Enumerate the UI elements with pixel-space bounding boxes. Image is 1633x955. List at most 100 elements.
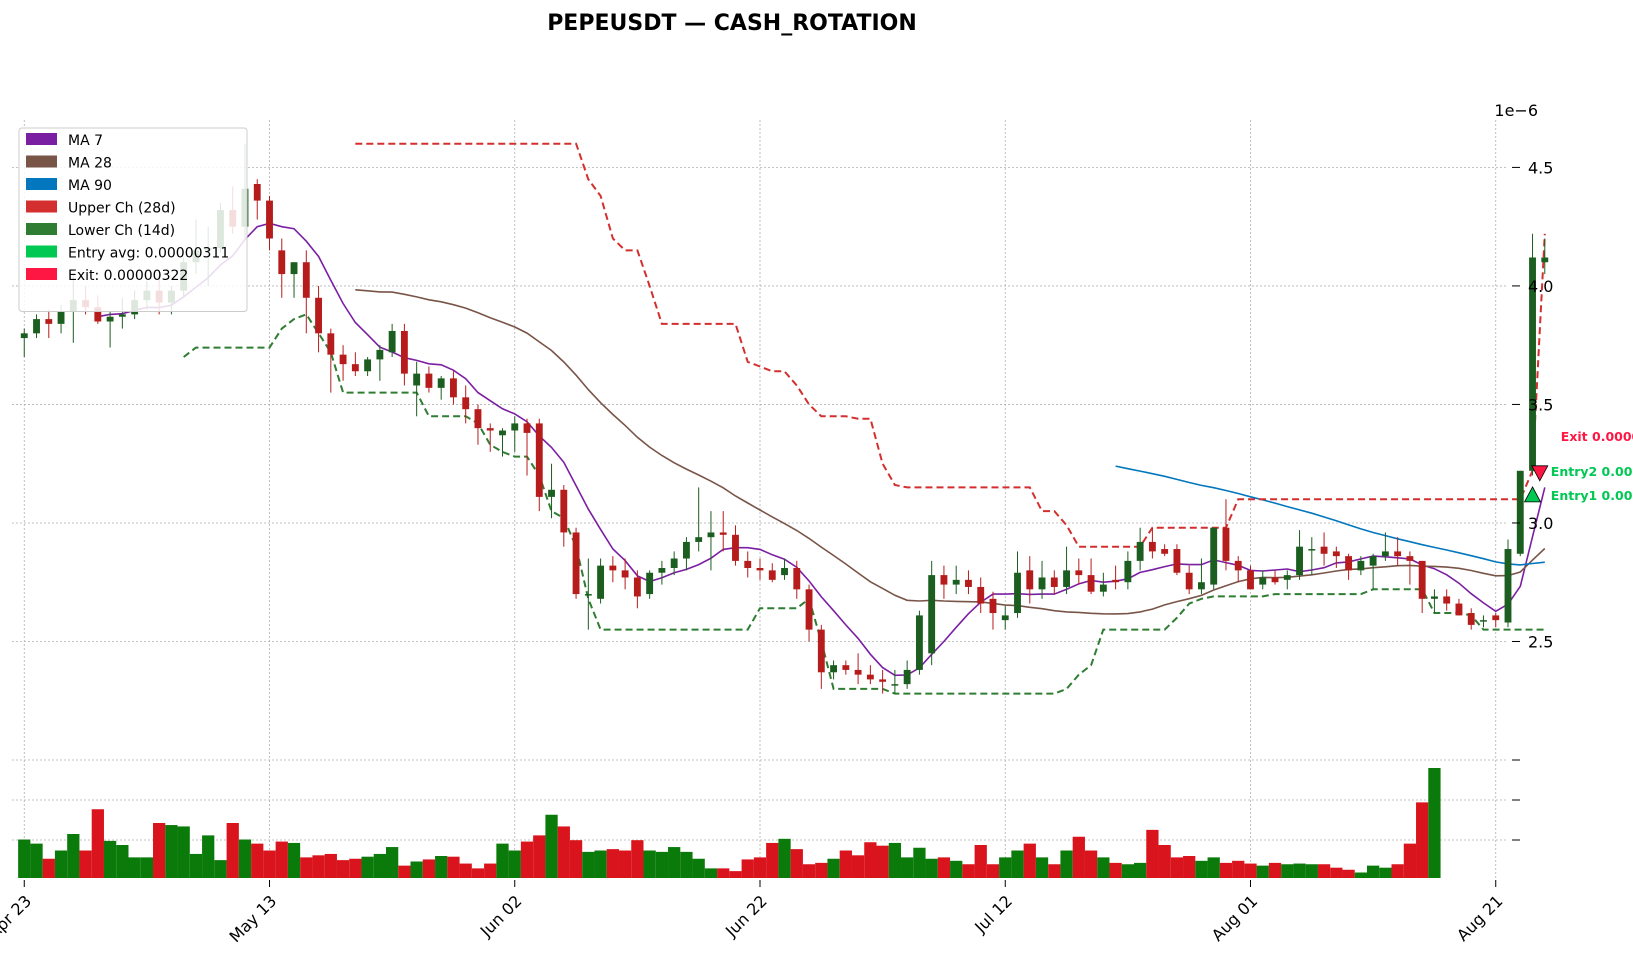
candle-body	[646, 572, 654, 595]
candle	[376, 345, 384, 381]
volume-bar	[569, 840, 583, 878]
candle	[450, 371, 457, 405]
volume-bar	[373, 853, 386, 878]
volume-bars	[18, 768, 1441, 878]
candle	[633, 570, 641, 609]
volume-bar	[79, 850, 92, 878]
volume-bar	[618, 850, 632, 878]
candle	[682, 537, 690, 571]
candle	[1516, 470, 1524, 557]
volume-bar	[1097, 857, 1110, 878]
candle	[732, 525, 739, 566]
candle-body	[364, 359, 372, 372]
candle-body	[658, 568, 666, 573]
volume-bar	[189, 853, 203, 878]
candle	[1222, 499, 1230, 571]
candle-body	[315, 297, 322, 334]
candle-body	[20, 333, 28, 339]
candle-body	[866, 674, 874, 680]
volume-bar	[1428, 768, 1441, 878]
candle	[1259, 570, 1267, 590]
y-tick-label: 4.0	[1528, 277, 1553, 296]
volume-bar	[717, 868, 730, 878]
candle-body	[1050, 577, 1058, 587]
candle-body	[707, 532, 715, 538]
x-tick-label: Jun 02	[476, 891, 526, 941]
legend-box	[18, 127, 248, 312]
volume-bar	[999, 857, 1012, 878]
volume-bar	[287, 842, 301, 878]
candle	[1320, 532, 1328, 566]
candle	[106, 312, 114, 348]
volume-bar	[766, 842, 779, 878]
candle-body	[302, 262, 310, 298]
candle	[364, 357, 372, 376]
candle-body	[682, 541, 690, 559]
candle	[278, 238, 286, 298]
volume-bar	[1121, 864, 1134, 878]
candle-body	[1161, 549, 1169, 554]
x-tick-label: Apr 23	[0, 891, 35, 942]
candle	[1063, 546, 1070, 595]
volume-bar	[1035, 857, 1049, 878]
volume-bar	[680, 851, 693, 878]
candle-body	[1394, 551, 1402, 557]
volume-bar	[1048, 864, 1061, 878]
lower-channel	[183, 313, 1545, 695]
volume-bar	[140, 857, 154, 878]
volume-bar	[459, 863, 472, 878]
candle-body	[633, 577, 641, 597]
candle-body	[1112, 579, 1120, 583]
candle-body	[793, 568, 801, 590]
volume-bar	[692, 858, 705, 878]
volume-bar	[508, 850, 521, 878]
moving-averages	[97, 222, 1546, 677]
candle	[756, 558, 764, 580]
volume-bar	[471, 868, 485, 878]
volume-bar	[202, 835, 215, 878]
volume-bar	[520, 841, 534, 878]
candle	[989, 591, 997, 630]
candle	[1455, 598, 1463, 616]
legend-label: Upper Ch (28d)	[68, 201, 176, 217]
candle	[1087, 558, 1095, 595]
y-scale-label: 1e−6	[1494, 101, 1538, 120]
volume-bar	[557, 826, 570, 878]
legend-label: MA 7	[68, 133, 103, 149]
candle-body	[1210, 527, 1218, 585]
volume-bar	[238, 839, 252, 878]
candles	[20, 143, 1549, 694]
candle	[462, 385, 470, 424]
volume-bar	[925, 858, 938, 878]
legend-swatch	[26, 223, 57, 235]
volume-bar	[851, 855, 865, 878]
candle	[1099, 572, 1107, 597]
candle-body	[1296, 546, 1303, 576]
volume-bar	[54, 850, 68, 878]
candle-body	[1516, 470, 1524, 554]
legend: MA 7 MA 28 MA 90 Upper Ch (28d) Lower Ch (14…	[18, 127, 248, 312]
candle	[388, 323, 396, 358]
candle	[315, 285, 322, 353]
y-tick-label: 3.5	[1528, 395, 1553, 414]
candle-body	[1063, 570, 1070, 587]
candle-body	[106, 316, 114, 322]
volume-bar	[1317, 864, 1331, 878]
candle-body	[695, 537, 703, 542]
candle	[413, 361, 421, 417]
candle-body	[535, 423, 543, 497]
candle-body	[1369, 556, 1377, 566]
legend-swatch	[26, 245, 57, 258]
candle	[1480, 615, 1487, 628]
candle	[1271, 570, 1279, 585]
ma90-line	[1115, 465, 1545, 566]
candle-body	[915, 615, 923, 670]
volume-bar	[1134, 862, 1147, 878]
volume-bar	[545, 814, 558, 878]
candle	[535, 418, 543, 512]
candle-body	[1283, 575, 1291, 580]
candle-body	[609, 565, 617, 571]
candle-body	[584, 594, 592, 596]
candle	[817, 624, 825, 689]
y-tick-label: 2.5	[1528, 632, 1553, 651]
